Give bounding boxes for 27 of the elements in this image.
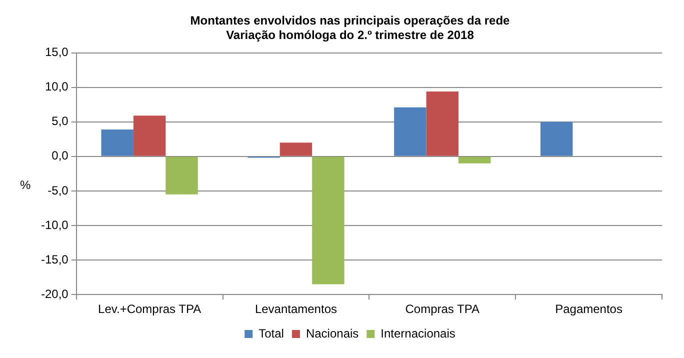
y-tick-label: -10,0 <box>40 218 69 232</box>
bar <box>394 107 426 156</box>
x-tick-label: Lev.+Compras TPA <box>98 302 202 316</box>
bar <box>133 116 166 156</box>
x-tick-label: Pagamentos <box>555 302 622 316</box>
bar <box>458 156 491 164</box>
x-tick-label: Compras TPA <box>405 302 480 316</box>
legend-label: Internacionais <box>380 326 456 340</box>
bar <box>166 156 198 194</box>
y-tick-label: 0,0 <box>52 148 69 163</box>
legend-label: Total <box>258 326 284 340</box>
text: Montantes envolvidos nas principais operações da rede <box>190 14 510 28</box>
y-tick-label: 5,0 <box>52 114 69 128</box>
legend-label: Nacionais <box>306 326 359 340</box>
bar <box>101 129 134 156</box>
bar <box>312 156 344 284</box>
y-tick-label: -20,0 <box>40 286 69 301</box>
bar <box>540 122 573 156</box>
y-tick-label: 15,0 <box>44 45 69 60</box>
text: Variação homóloga do 2.º trimestre de 2018 <box>226 28 474 42</box>
y-tick-label: 10,0 <box>44 80 69 94</box>
bar <box>426 91 458 156</box>
y-axis-title: % <box>20 178 31 192</box>
x-tick-label: Levantamentos <box>254 302 337 316</box>
y-tick-label: -5,0 <box>48 183 69 198</box>
bar <box>280 142 312 156</box>
y-tick-label: -15,0 <box>40 252 69 266</box>
